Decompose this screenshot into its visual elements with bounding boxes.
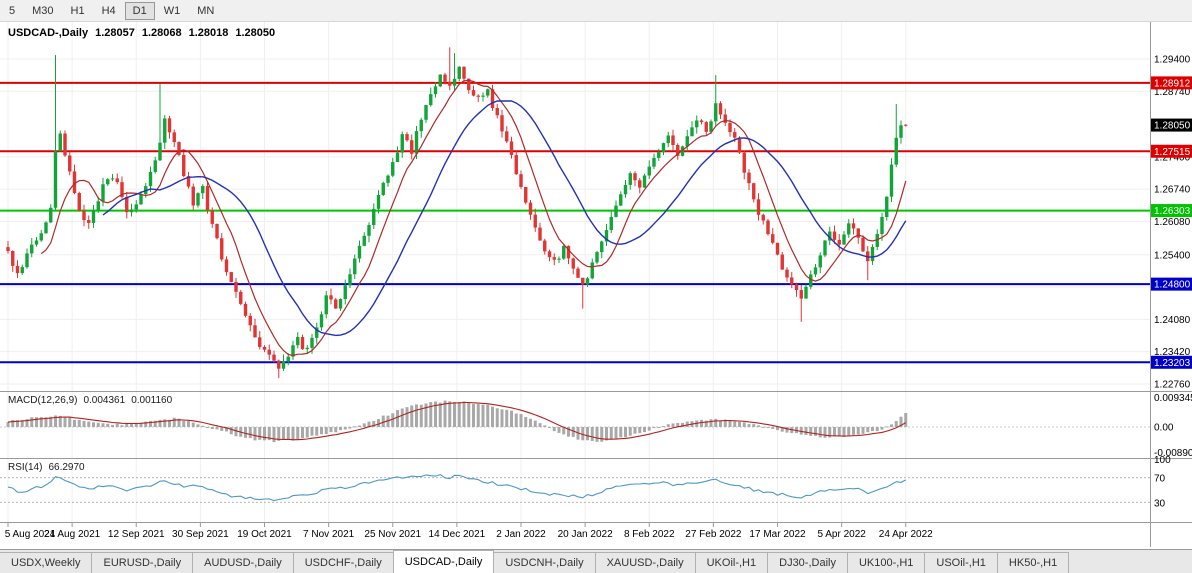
date-label: 8 Feb 2022 (624, 529, 675, 540)
price-tag-red (1151, 76, 1192, 90)
price-tag-blue (1151, 355, 1192, 369)
price-axis-label: 1.26080 (1154, 217, 1191, 228)
tab-hk50-h1[interactable]: HK50-,H1 (996, 552, 1070, 573)
timeframe-button-mn[interactable]: MN (197, 4, 215, 17)
tab-usdx-weekly[interactable]: USDX,Weekly (0, 552, 93, 573)
price-tag-blue (1151, 277, 1192, 291)
macd-signal-value: 0.001160 (131, 395, 173, 406)
price-axis-label: 1.27400 (1154, 152, 1191, 163)
tab-usoil-h1[interactable]: USOil-,H1 (924, 552, 998, 573)
price-axis-label: 1.25400 (1154, 250, 1191, 261)
timeframe-button-h1[interactable]: H1 (70, 4, 85, 17)
date-label: 25 Nov 2021 (364, 529, 421, 540)
date-label: 7 Nov 2021 (303, 529, 355, 540)
ohlc-low: 1.28018 (188, 27, 229, 39)
chart-area: 5 Aug 2021 24 Aug 2021 12 Sep 2021 30 Sep 2… (0, 22, 1192, 549)
rsi-indicator-readout: RSI(14) 66.2970 (8, 462, 91, 473)
macd-value: 0.004361 (83, 395, 126, 406)
timeframe-button-h4[interactable]: H4 (101, 4, 116, 17)
date-label: 2 Jan 2022 (496, 529, 546, 540)
price-level-lines[interactable] (0, 81, 1150, 364)
tab-audusd-daily[interactable]: AUDUSD-,Daily (192, 552, 294, 573)
tab-xauusd-daily[interactable]: XAUUSD-,Daily (594, 552, 696, 573)
date-label: 30 Sep 2021 (172, 529, 229, 540)
date-label: 20 Jan 2022 (558, 529, 613, 540)
grid-lines (0, 22, 1150, 522)
price-axis-label: 1.22760 (1154, 379, 1191, 390)
date-label: 12 Sep 2021 (108, 529, 165, 540)
macd-axis-label: 0.009345 (1154, 393, 1192, 404)
price-tag-green (1151, 204, 1192, 218)
rsi-label: RSI(14) (8, 462, 43, 473)
date-label: 19 Oct 2021 (237, 529, 292, 540)
date-label: 24 Apr 2022 (879, 529, 933, 540)
price-tag-label: 1.28912 (1154, 78, 1191, 89)
date-label: 5 Apr 2022 (817, 529, 866, 540)
macd-pane (0, 400, 1150, 443)
price-axis-label: 1.23420 (1154, 347, 1191, 358)
macd-label: MACD(12,26,9) (8, 395, 78, 406)
tab-eurusd-daily[interactable]: EURUSD-,Daily (91, 552, 194, 573)
price-tags: 1.28912 1.28050 1.27515 1.26303 1.24800 1.232… (1151, 76, 1192, 369)
rsi-value: 66.2970 (48, 462, 85, 473)
rsi-axis-label: 70 (1154, 474, 1166, 485)
date-label: 14 Dec 2021 (429, 529, 486, 540)
tab-ukoil-h1[interactable]: UKOil-,H1 (694, 552, 769, 573)
timeframe-button-w1[interactable]: W1 (163, 4, 181, 17)
price-axis-label: 1.24080 (1154, 315, 1191, 326)
tab-dj30-daily[interactable]: DJ30-,Daily (767, 552, 848, 573)
chart-tabs-bar: USDX,Weekly EURUSD-,Daily AUDUSD-,Daily USD… (0, 549, 1192, 573)
chart-symbol-label: USDCAD-,Daily (8, 27, 89, 39)
timeframe-button-5[interactable]: 5 (9, 4, 16, 17)
ohlc-open: 1.28057 (95, 27, 135, 39)
price-tag-current (1151, 118, 1192, 132)
timeframe-button-d1[interactable]: D1 (124, 1, 155, 20)
chart-ohlc-readout: USDCAD-,Daily 1.28057 1.28068 1.28018 1.2805… (8, 27, 282, 39)
date-label: 5 Aug 2021 (5, 529, 56, 540)
price-axis-label: 1.28740 (1154, 87, 1191, 98)
date-label: 17 Mar 2022 (749, 529, 806, 540)
timeframe-button-m30[interactable]: M30 (32, 4, 54, 17)
price-tag-label: 1.24800 (1154, 280, 1191, 291)
price-axis-label: 1.26740 (1154, 185, 1191, 196)
ohlc-close: 1.28050 (235, 27, 276, 39)
macd-axis-label: 0.00 (1154, 423, 1174, 434)
price-axis-label: 1.29400 (1154, 55, 1191, 66)
moving-average-8 (40, 79, 907, 357)
rsi-pane (0, 473, 1150, 503)
ohlc-high: 1.28068 (141, 27, 182, 39)
rsi-line (7, 473, 907, 502)
tab-uk100-h1[interactable]: UK100-,H1 (846, 552, 926, 573)
timeframe-toolbar: 5 M30 H1 H4 D1 W1 MN (0, 0, 1192, 22)
macd-signal-line (7, 401, 907, 441)
moving-average-21 (102, 100, 907, 337)
tab-usdchf-daily[interactable]: USDCHF-,Daily (292, 552, 394, 573)
tab-usdcad-daily[interactable]: USDCAD-,Daily (392, 550, 495, 573)
price-tag-label: 1.26303 (1154, 206, 1191, 217)
tab-usdcnh-daily[interactable]: USDCNH-,Daily (493, 552, 596, 573)
price-tag-label: 1.23203 (1154, 358, 1191, 369)
date-label: 24 Aug 2021 (44, 529, 101, 540)
rsi-axis-label: 30 (1154, 498, 1166, 509)
rsi-axis-label: 100 (1154, 455, 1171, 466)
price-tag-red (1151, 144, 1192, 158)
date-label: 27 Feb 2022 (685, 529, 742, 540)
price-tag-label: 1.27515 (1154, 147, 1191, 158)
price-tag-label: 1.28050 (1154, 121, 1191, 132)
macd-indicator-readout: MACD(12,26,9) 0.004361 0.001160 (8, 395, 178, 406)
